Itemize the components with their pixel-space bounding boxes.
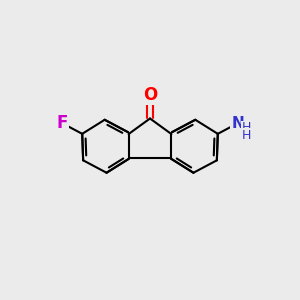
Text: N: N [231,116,244,131]
Text: F: F [57,114,68,132]
Text: O: O [143,85,157,103]
Text: H: H [242,121,251,134]
Text: H: H [242,128,251,142]
